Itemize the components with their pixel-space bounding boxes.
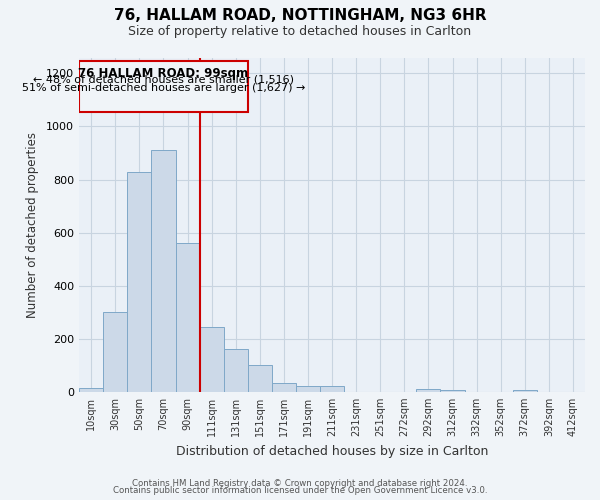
Bar [224, 350, 248, 392]
Y-axis label: Number of detached properties: Number of detached properties [26, 132, 39, 318]
Text: 51% of semi-detached houses are larger (1,627) →: 51% of semi-detached houses are larger (… [22, 82, 305, 92]
Bar [79, 388, 103, 392]
Bar [440, 390, 464, 392]
Bar [513, 390, 537, 392]
X-axis label: Distribution of detached houses by size in Carlton: Distribution of detached houses by size … [176, 444, 488, 458]
Bar [320, 386, 344, 392]
Text: Contains public sector information licensed under the Open Government Licence v3: Contains public sector information licen… [113, 486, 487, 495]
Bar [176, 243, 200, 392]
Text: 76, HALLAM ROAD, NOTTINGHAM, NG3 6HR: 76, HALLAM ROAD, NOTTINGHAM, NG3 6HR [113, 8, 487, 22]
Bar [416, 389, 440, 392]
Bar [248, 366, 272, 392]
Text: Contains HM Land Registry data © Crown copyright and database right 2024.: Contains HM Land Registry data © Crown c… [132, 478, 468, 488]
Bar [103, 312, 127, 392]
Text: 76 HALLAM ROAD: 99sqm: 76 HALLAM ROAD: 99sqm [79, 67, 248, 80]
Bar [151, 150, 176, 392]
Text: ← 48% of detached houses are smaller (1,516): ← 48% of detached houses are smaller (1,… [33, 74, 294, 85]
Bar [296, 386, 320, 392]
Bar [272, 382, 296, 392]
Bar [200, 327, 224, 392]
Text: Size of property relative to detached houses in Carlton: Size of property relative to detached ho… [128, 25, 472, 38]
FancyBboxPatch shape [79, 62, 248, 112]
Bar [127, 172, 151, 392]
